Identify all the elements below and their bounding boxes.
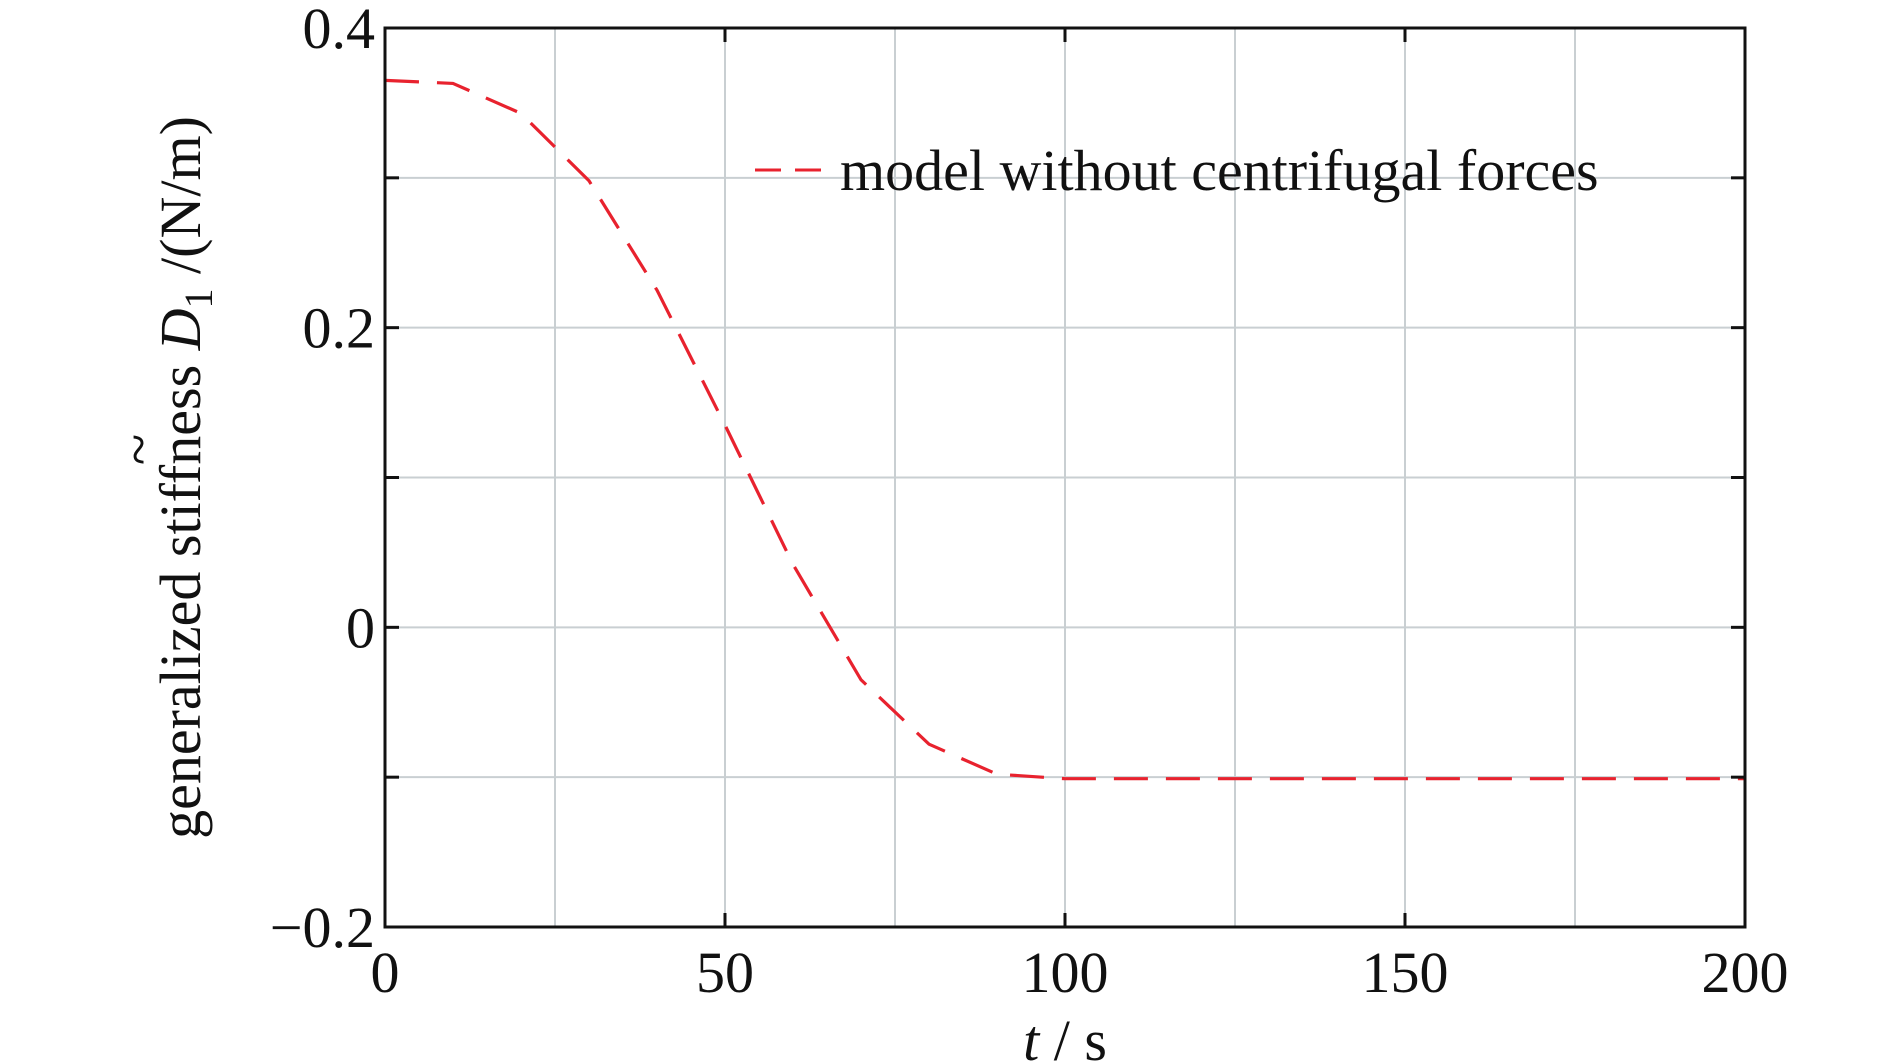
series-group bbox=[384, 78, 1745, 781]
y-tick-labels: −0.2 0 0.2 0.4 bbox=[270, 0, 375, 960]
x-tick-label: 50 bbox=[696, 940, 754, 1005]
y-tick-label: −0.2 bbox=[270, 895, 375, 960]
x-tick-label: 0 bbox=[371, 940, 400, 1005]
axis-ticks bbox=[383, 28, 1747, 927]
series-line bbox=[384, 78, 1745, 781]
y-tick-label: 0 bbox=[346, 595, 375, 660]
x-axis-label: t / s bbox=[1023, 1008, 1107, 1063]
legend-label: model without centrifugal forces bbox=[840, 138, 1599, 203]
x-tick-label: 100 bbox=[1022, 940, 1109, 1005]
legend: model without centrifugal forces bbox=[755, 138, 1599, 203]
y-axis-tilde: ~ bbox=[106, 434, 171, 465]
y-axis-label: generalized stiffness D1 /(N/m) bbox=[148, 116, 221, 839]
x-axis-unit: / s bbox=[1039, 1008, 1107, 1063]
y-axis-unit: /(N/m) bbox=[148, 116, 213, 288]
grid bbox=[385, 28, 1745, 927]
y-axis-prefix: generalized stiffness bbox=[148, 350, 213, 839]
y-tick-label: 0.4 bbox=[303, 0, 376, 61]
x-tick-label: 200 bbox=[1702, 940, 1789, 1005]
x-axis-var: t bbox=[1023, 1008, 1041, 1063]
y-axis-subscript: 1 bbox=[176, 288, 221, 308]
x-tick-labels: 0 50 100 150 200 bbox=[371, 940, 1789, 1005]
y-tick-label: 0.2 bbox=[303, 296, 376, 361]
y-axis-symbol: D bbox=[148, 308, 213, 351]
x-tick-label: 150 bbox=[1362, 940, 1449, 1005]
